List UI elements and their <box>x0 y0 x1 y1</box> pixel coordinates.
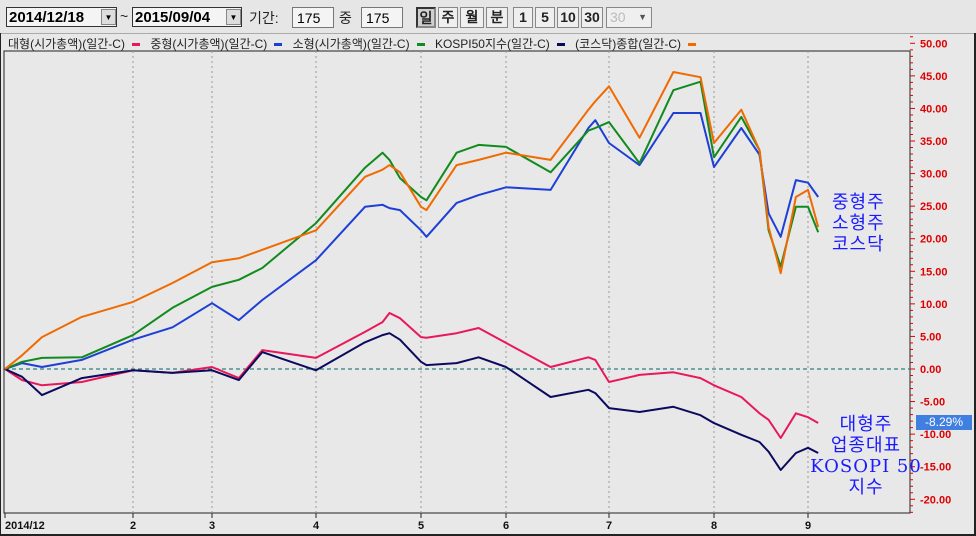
toolbar: 2014/12/18 ▼ ~ 2015/09/04 ▼ 기간: 175 중 17… <box>0 0 976 34</box>
plot-area <box>3 50 911 514</box>
legend-swatch <box>688 43 697 47</box>
minute-1-button[interactable]: 1 <box>513 7 533 28</box>
last-value-badge: -8.29% <box>916 415 972 430</box>
annotation-line: 코스닥 <box>832 234 885 255</box>
line-chart: 2014/12 2 3 4 5 6 7 8 9 50.00 45.00 40.00 35.00 30.00… <box>0 33 976 536</box>
series-line-1 <box>4 112 820 370</box>
date-range-separator: ~ <box>120 8 129 24</box>
end-date-field[interactable]: 2015/09/04 ▼ <box>132 7 242 27</box>
period-label: 기간: <box>249 10 279 26</box>
x-tick-label: 3 <box>209 520 215 532</box>
y-tick-label: 25.00 <box>920 201 948 213</box>
legend-swatch <box>274 43 283 47</box>
y-tick-label: 15.00 <box>920 266 948 278</box>
x-tick-label: 9 <box>805 520 811 532</box>
y-tick-label: 30.00 <box>920 169 948 181</box>
legend: 대형(시가총액)(일간-C) 중형(시가총액)(일간-C) 소형(시가총액)(일… <box>8 35 703 52</box>
y-tick-label: 35.00 <box>920 136 948 148</box>
minute-10-button[interactable]: 10 <box>557 7 579 28</box>
series-line-0 <box>4 312 819 439</box>
series-line-4 <box>4 71 820 370</box>
period-week-button[interactable]: 주 <box>438 7 458 28</box>
y-tick-label: 20.00 <box>920 234 948 246</box>
y-tick-label: 0.00 <box>920 364 941 376</box>
annotation-line: KOSOPI 50 <box>810 456 922 477</box>
minute-30-button[interactable]: 30 <box>581 7 603 28</box>
chevron-down-icon[interactable]: ▼ <box>101 9 116 25</box>
annotation-line: 업종대표 <box>830 435 902 456</box>
y-tick-label: -5.00 <box>920 397 945 409</box>
x-tick-label: 6 <box>503 520 509 532</box>
x-tick-label: 4 <box>313 520 320 532</box>
x-tick-label: 2 <box>130 520 136 532</box>
chevron-down-icon[interactable]: ▼ <box>638 12 647 22</box>
annotation-line: 대형주 <box>839 414 893 435</box>
minute-select-value: 30 <box>610 9 626 25</box>
x-tick-label: 2014/12 <box>5 520 45 532</box>
end-date-value: 2015/09/04 <box>135 9 211 26</box>
legend-swatch <box>131 43 140 47</box>
legend-item-large-cap: 대형(시가총액)(일간-C) <box>8 37 144 51</box>
annotation-top: 중형주 소형주 코스닥 <box>832 192 885 255</box>
legend-label: KOSPI50지수(일간-C) <box>434 37 550 51</box>
period-day-button[interactable]: 일 <box>416 7 436 28</box>
start-date-field[interactable]: 2014/12/18 ▼ <box>6 7 117 27</box>
y-tick-label: -10.00 <box>920 429 951 441</box>
period-minute-button[interactable]: 분 <box>486 7 508 28</box>
x-tick-label: 5 <box>418 520 424 532</box>
y-tick-label: 40.00 <box>920 103 948 115</box>
series-line-2 <box>4 80 820 370</box>
legend-item-kosdaq: (코스닥)종합(일간-C) <box>575 37 700 51</box>
annotation-line: 지수 <box>848 477 884 498</box>
legend-swatch <box>556 43 565 47</box>
legend-item-mid-cap: 중형(시가총액)(일간-C) <box>150 37 286 51</box>
y-tick-label: -15.00 <box>920 462 951 474</box>
y-tick-label: 45.00 <box>920 71 948 83</box>
legend-label: 중형(시가총액)(일간-C) <box>150 37 268 51</box>
y-tick-label: -20.00 <box>920 494 951 506</box>
legend-label: (코스닥)종합(일간-C) <box>575 37 682 51</box>
annotation-line: 소형주 <box>832 213 885 234</box>
legend-item-kospi50: KOSPI50지수(일간-C) <box>435 37 569 51</box>
period-month-button[interactable]: 월 <box>460 7 484 28</box>
of-label: 중 <box>339 10 352 26</box>
annotation-line: 중형주 <box>832 192 885 213</box>
legend-label: 소형(시가총액)(일간-C) <box>292 37 410 51</box>
y-tick-label: 50.00 <box>920 38 948 50</box>
count-input[interactable]: 175 <box>361 7 403 28</box>
legend-swatch <box>416 43 425 47</box>
x-tick-label: 8 <box>711 520 717 532</box>
annotation-bottom: 대형주 업종대표 KOSOPI 50 지수 <box>806 414 926 498</box>
y-tick-label: 5.00 <box>920 331 941 343</box>
legend-label: 대형(시가총액)(일간-C) <box>8 37 125 51</box>
minute-select[interactable]: 30 ▼ <box>606 7 652 28</box>
y-tick-label: 10.00 <box>920 299 948 311</box>
legend-item-small-cap: 소형(시가총액)(일간-C) <box>293 37 429 51</box>
series-line-3 <box>4 332 819 471</box>
minute-5-button[interactable]: 5 <box>535 7 555 28</box>
x-tick-label: 7 <box>606 520 612 532</box>
period-input[interactable]: 175 <box>292 7 334 28</box>
chevron-down-icon[interactable]: ▼ <box>226 9 241 25</box>
start-date-value: 2014/12/18 <box>9 9 85 26</box>
